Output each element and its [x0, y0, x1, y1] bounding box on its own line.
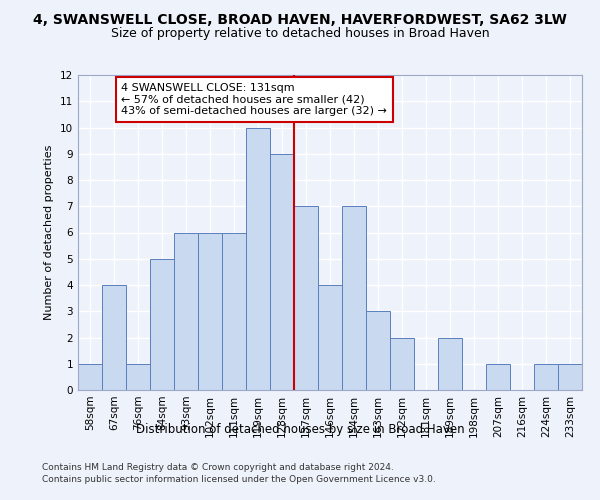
Bar — [558, 364, 582, 390]
Text: 4, SWANSWELL CLOSE, BROAD HAVEN, HAVERFORDWEST, SA62 3LW: 4, SWANSWELL CLOSE, BROAD HAVEN, HAVERFO… — [33, 12, 567, 26]
Bar — [486, 364, 510, 390]
Bar — [174, 232, 198, 390]
Bar — [390, 338, 414, 390]
Text: Contains HM Land Registry data © Crown copyright and database right 2024.: Contains HM Land Registry data © Crown c… — [42, 462, 394, 471]
Text: Distribution of detached houses by size in Broad Haven: Distribution of detached houses by size … — [136, 422, 464, 436]
Bar — [534, 364, 558, 390]
Bar — [222, 232, 246, 390]
Bar — [150, 259, 174, 390]
Bar — [102, 285, 126, 390]
Bar — [246, 128, 270, 390]
Bar — [294, 206, 318, 390]
Text: Contains public sector information licensed under the Open Government Licence v3: Contains public sector information licen… — [42, 475, 436, 484]
Bar — [438, 338, 462, 390]
Bar — [342, 206, 366, 390]
Bar — [126, 364, 150, 390]
Y-axis label: Number of detached properties: Number of detached properties — [44, 145, 55, 320]
Bar — [318, 285, 342, 390]
Bar — [270, 154, 294, 390]
Text: Size of property relative to detached houses in Broad Haven: Size of property relative to detached ho… — [110, 28, 490, 40]
Bar — [366, 311, 390, 390]
Text: 4 SWANSWELL CLOSE: 131sqm
← 57% of detached houses are smaller (42)
43% of semi-: 4 SWANSWELL CLOSE: 131sqm ← 57% of detac… — [121, 83, 387, 116]
Bar — [198, 232, 222, 390]
Bar — [78, 364, 102, 390]
